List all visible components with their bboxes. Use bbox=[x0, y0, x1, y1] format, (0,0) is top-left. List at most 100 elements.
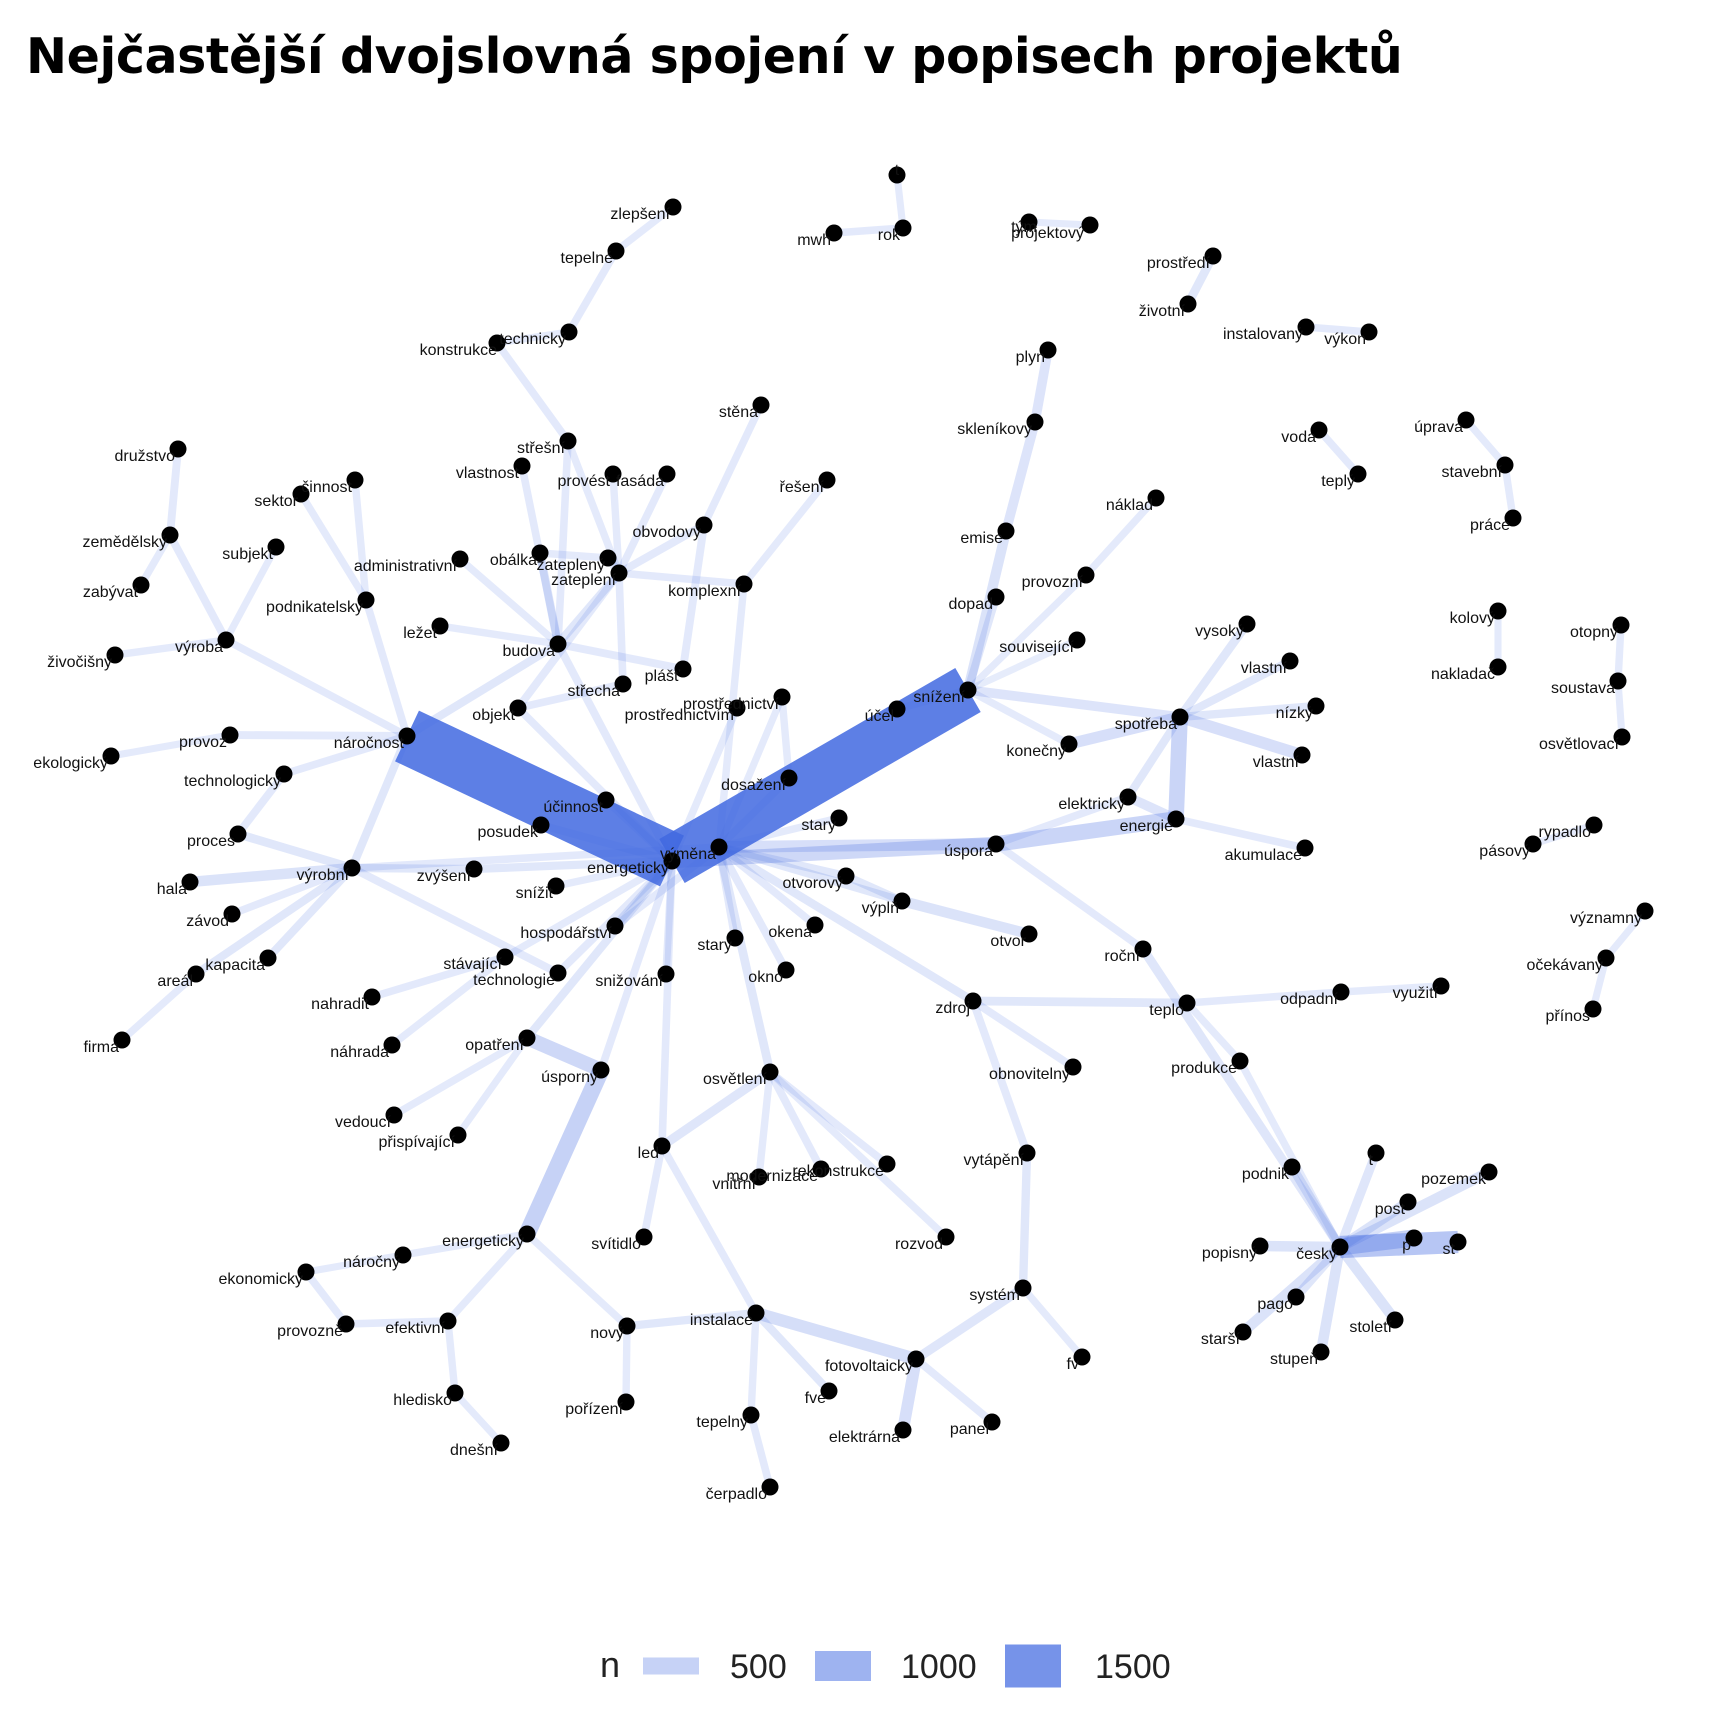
node-energeticky1 bbox=[663, 852, 681, 870]
node-prinos bbox=[1584, 1000, 1602, 1018]
node-konstrukce bbox=[488, 334, 506, 352]
node-label-subjekt: subjekt bbox=[222, 546, 273, 563]
node-label-zavod: závod bbox=[186, 913, 229, 930]
node-label-stary2: starý bbox=[697, 937, 732, 954]
node-label-p: p bbox=[1402, 1237, 1411, 1254]
node-rocni bbox=[1134, 940, 1152, 958]
node-label-strecha: střecha bbox=[568, 683, 621, 700]
node-label-voda: voda bbox=[1281, 429, 1316, 446]
node-vnitrni bbox=[750, 1168, 768, 1186]
node-zlepseni bbox=[664, 198, 682, 216]
node-label-vyrobni: výrobní bbox=[297, 867, 350, 884]
node-akumulace bbox=[1296, 839, 1314, 857]
node-stupen bbox=[1312, 1343, 1330, 1361]
edge-snizeni-spotreba bbox=[967, 685, 1181, 722]
node-label-konecny: konečný bbox=[1006, 743, 1066, 760]
node-stoleti bbox=[1386, 1311, 1404, 1329]
node-opatreni bbox=[518, 1029, 536, 1047]
legend-label-500: 500 bbox=[730, 1648, 787, 1686]
node-label-provoz: provoz bbox=[179, 734, 227, 751]
node-label-provozni: provozní bbox=[1022, 574, 1084, 591]
node-rozvod bbox=[937, 1228, 955, 1246]
node-label-nakladac: nakladač bbox=[1431, 666, 1495, 683]
node-nakladac bbox=[1489, 658, 1507, 676]
edge-energie-uspora bbox=[994, 811, 1178, 852]
node-label-vymena: výměna bbox=[660, 846, 716, 863]
edge-energeticky1-snizovani bbox=[662, 860, 676, 975]
node-tym bbox=[1020, 213, 1038, 231]
edge-prostredi-zivotni bbox=[1184, 253, 1217, 307]
node-stary2 bbox=[726, 929, 744, 947]
edge-efektivni-hledisko bbox=[444, 1320, 459, 1394]
node-label-pozemek: pozemek bbox=[1421, 1171, 1487, 1188]
node-stresni bbox=[559, 432, 577, 450]
node-reseni bbox=[818, 471, 836, 489]
edge-technologicky-proces bbox=[234, 771, 288, 837]
node-label-podnikatelsky: podnikatelský bbox=[266, 599, 363, 616]
edge-osvetleni-led bbox=[659, 1068, 773, 1150]
node-label-hledisko: hledisko bbox=[393, 1392, 452, 1409]
edge-vypln-otvor bbox=[900, 895, 1031, 940]
node-label-stary1: starý bbox=[801, 817, 836, 834]
edge-voda-teply bbox=[1316, 427, 1361, 477]
edge-instalace-led bbox=[658, 1144, 760, 1315]
node-label-plyn: plyn bbox=[1016, 349, 1045, 366]
edge-stresni-konstrukce bbox=[493, 340, 572, 444]
node-tepelne bbox=[607, 242, 625, 260]
node-system bbox=[1014, 1279, 1032, 1297]
edge-energie-akumulace bbox=[1175, 815, 1306, 852]
node-plast bbox=[674, 660, 692, 678]
edge-usporny-energeticky2 bbox=[519, 1066, 609, 1238]
node-novy bbox=[618, 1317, 636, 1335]
edge-fotovoltaicky-panel bbox=[913, 1355, 995, 1426]
node-st bbox=[1449, 1233, 1467, 1251]
node-label-prace: práce bbox=[1470, 517, 1510, 534]
node-vyznamny bbox=[1636, 902, 1654, 920]
node-kolovy bbox=[1489, 602, 1507, 620]
node-naklad bbox=[1147, 489, 1165, 507]
node-label-instalace: instalace bbox=[690, 1312, 753, 1329]
edge-instalace-tepelny bbox=[747, 1312, 760, 1416]
node-label-dopad: dopad bbox=[949, 596, 994, 613]
node-zabyvat bbox=[132, 576, 150, 594]
edge-snizeni-provozni bbox=[965, 572, 1089, 693]
node-teplo bbox=[1178, 994, 1196, 1012]
node-usporny bbox=[592, 1061, 610, 1079]
node-label-naklad: náklad bbox=[1106, 497, 1153, 514]
node-strecha bbox=[614, 675, 632, 693]
edge-spotreba-vlastni2 bbox=[1178, 711, 1304, 761]
node-prostredi bbox=[1204, 247, 1222, 265]
node-label-usporny: úsporný bbox=[541, 1069, 598, 1086]
node-label-rypadlo: rypadlo bbox=[1539, 824, 1592, 841]
node-otopny bbox=[1612, 616, 1630, 634]
edge-otopny-soustava bbox=[1614, 624, 1625, 682]
node-konecny bbox=[1060, 735, 1078, 753]
node-label-st: st bbox=[1443, 1241, 1456, 1258]
edge-narocnost-energeticky1 bbox=[395, 710, 684, 887]
node-technicky bbox=[560, 323, 578, 341]
edge-ekonomicky-provozne bbox=[302, 1269, 350, 1327]
node-label-vyroba: výroba bbox=[175, 639, 223, 656]
edge-zemedelsky-druzstvo bbox=[166, 448, 182, 536]
node-label-sklenikovy: skleníkový bbox=[957, 421, 1032, 438]
node-label-sektor: sektor bbox=[254, 493, 298, 510]
edge-odpadni-vyuziti bbox=[1340, 982, 1442, 996]
edge-osvetleni-rekonstrukce bbox=[767, 1069, 890, 1167]
node-label-zatepleni: zateplení bbox=[551, 572, 616, 589]
node-zvyseni bbox=[465, 860, 483, 878]
node-label-stresni: střešní bbox=[517, 440, 566, 457]
node-zdroj bbox=[964, 992, 982, 1010]
edge-vyroba-subjekt bbox=[222, 545, 280, 642]
node-label-modernizace: modernizace bbox=[726, 1168, 818, 1185]
node-label-firma: firma bbox=[83, 1039, 119, 1056]
node-starsi bbox=[1234, 1323, 1252, 1341]
edge-spotreba-energie bbox=[1168, 716, 1188, 820]
node-zivocisny bbox=[106, 646, 124, 664]
edge-tym-projektovy bbox=[1028, 218, 1091, 229]
node-dosazeni bbox=[780, 769, 798, 787]
node-label-obalka: obálka bbox=[490, 552, 537, 569]
node-otvor bbox=[1020, 925, 1038, 943]
node-label-top1: t bbox=[895, 162, 900, 179]
node-druzstvo bbox=[169, 440, 187, 458]
